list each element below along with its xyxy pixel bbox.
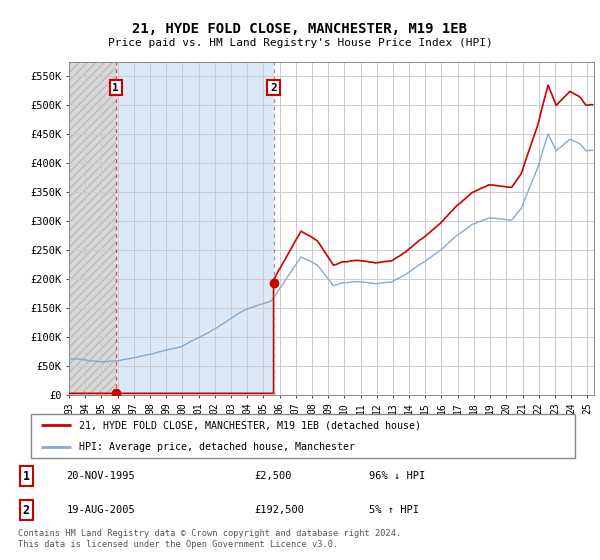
Text: 19-AUG-2005: 19-AUG-2005 <box>67 505 136 515</box>
Bar <box>69 62 116 395</box>
Text: Contains HM Land Registry data © Crown copyright and database right 2024.
This d: Contains HM Land Registry data © Crown c… <box>18 529 401 549</box>
Text: 2: 2 <box>23 504 30 517</box>
Text: £2,500: £2,500 <box>254 471 292 481</box>
Text: 21, HYDE FOLD CLOSE, MANCHESTER, M19 1EB (detached house): 21, HYDE FOLD CLOSE, MANCHESTER, M19 1EB… <box>79 420 421 430</box>
FancyBboxPatch shape <box>31 414 575 458</box>
Bar <box>116 62 274 395</box>
Text: 2: 2 <box>270 83 277 92</box>
Text: 5% ↑ HPI: 5% ↑ HPI <box>369 505 419 515</box>
Text: 1: 1 <box>112 83 119 92</box>
Text: Price paid vs. HM Land Registry's House Price Index (HPI): Price paid vs. HM Land Registry's House … <box>107 38 493 48</box>
Text: 1: 1 <box>23 470 30 483</box>
Text: HPI: Average price, detached house, Manchester: HPI: Average price, detached house, Manc… <box>79 442 355 452</box>
Text: 21, HYDE FOLD CLOSE, MANCHESTER, M19 1EB: 21, HYDE FOLD CLOSE, MANCHESTER, M19 1EB <box>133 22 467 36</box>
Text: 96% ↓ HPI: 96% ↓ HPI <box>369 471 425 481</box>
Text: 20-NOV-1995: 20-NOV-1995 <box>67 471 136 481</box>
Text: £192,500: £192,500 <box>254 505 304 515</box>
